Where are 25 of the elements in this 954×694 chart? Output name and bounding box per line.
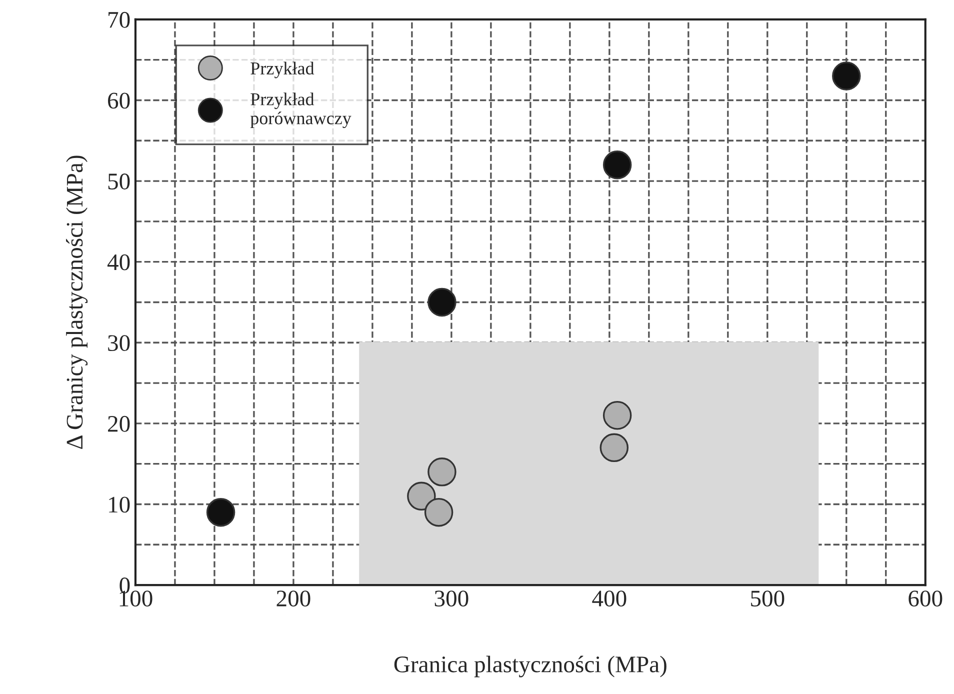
y-tick-label: 10: [109, 496, 130, 513]
point: [602, 400, 632, 430]
y-tick-label: 70: [108, 12, 130, 28]
point: [600, 433, 629, 462]
x-tick-label: 500: [751, 590, 784, 607]
y-tick-label: 20: [108, 416, 130, 432]
y-tick-label: 40: [107, 254, 130, 270]
y-tick-label: 50: [108, 174, 130, 190]
point: [206, 498, 236, 527]
legend-label: Przykład porównawczy: [250, 92, 352, 128]
x-tick-label: 300: [434, 590, 468, 607]
point: [428, 458, 456, 486]
x-tick-label: 600: [908, 590, 942, 607]
x-tick-label: 200: [276, 590, 310, 607]
point: [407, 482, 436, 511]
y-tick-label: 30: [108, 335, 130, 352]
y-tick-label: 60: [108, 92, 130, 109]
point: [424, 498, 454, 527]
x-axis-title: Granica plastyczności (MPa): [394, 656, 666, 678]
y-axis-title: Δ Granicy plastyczności (MPa): [66, 156, 88, 449]
point: [832, 62, 861, 90]
point: [428, 288, 456, 317]
legend-label: Przykład: [250, 62, 314, 78]
x-tick-label: 400: [592, 590, 626, 607]
point: [602, 150, 632, 180]
